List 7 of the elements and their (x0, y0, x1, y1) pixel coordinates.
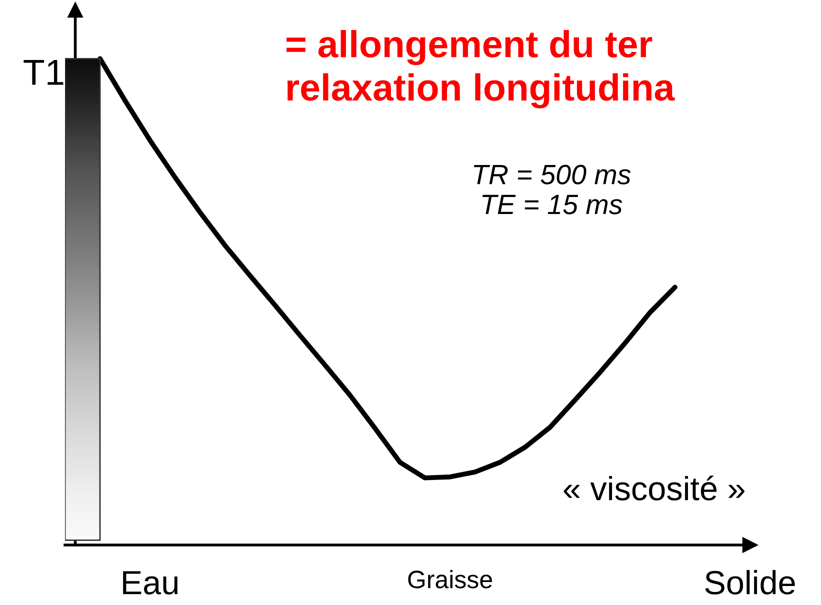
annotation: « viscosité » (564, 476, 744, 500)
annotation: TR = 500 ms TE = 15 ms (474, 164, 631, 214)
x-tick-label: Eau (123, 571, 178, 594)
chart-title: = allongement du ter relaxation longitudina (286, 30, 675, 108)
x-tick-label: Solide (705, 570, 795, 594)
y-axis-title: T1 (24, 60, 64, 85)
x-tick-label: Graisse (408, 570, 492, 588)
